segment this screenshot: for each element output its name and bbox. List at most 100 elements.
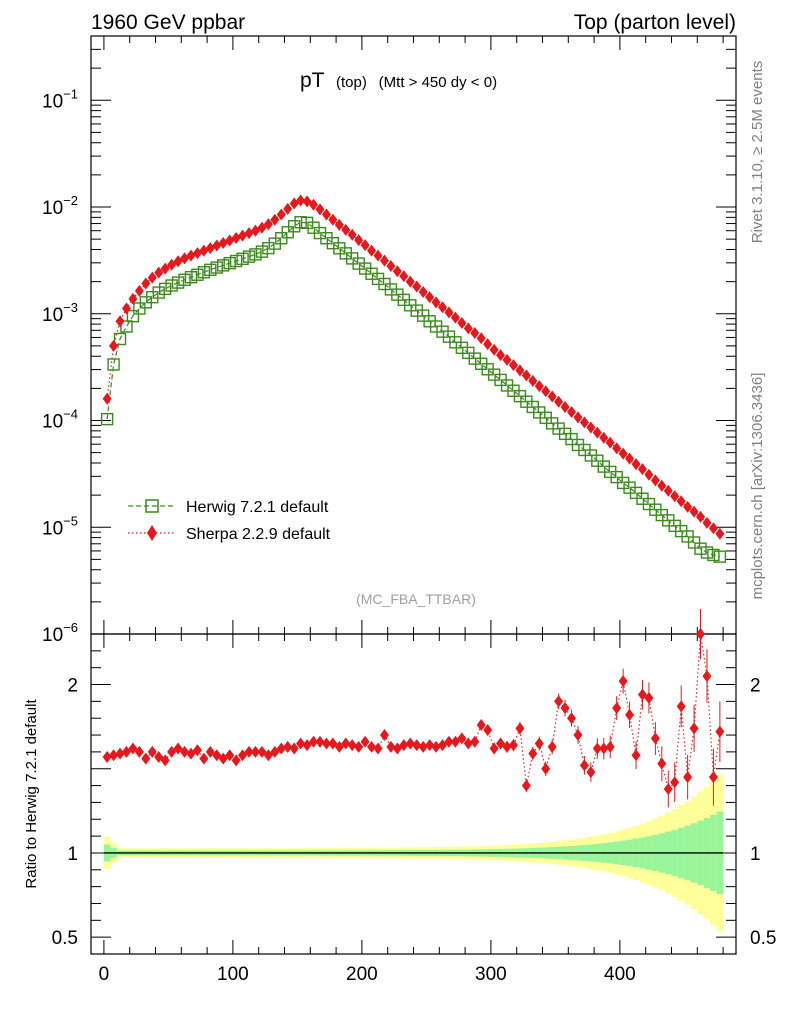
sherpa-point	[263, 218, 273, 231]
sherpa-ratio-point	[250, 745, 260, 758]
sherpa-point	[489, 343, 499, 356]
sherpa-point	[199, 244, 209, 257]
sherpa-ratio-point	[483, 724, 493, 736]
legend: Herwig 7.2.1 default Sherpa 2.2.9 defaul…	[128, 499, 331, 543]
sherpa-ratio-point	[160, 754, 170, 767]
sherpa-point	[360, 239, 370, 252]
sherpa-ratio-point	[528, 747, 538, 760]
y-tick-exponent: −2	[63, 193, 78, 208]
plot-title: pT (top) (Mtt > 450 dy < 0)	[300, 69, 497, 92]
x-tick-label: 200	[346, 964, 378, 985]
sherpa-point	[676, 495, 686, 508]
sherpa-ratio-point	[425, 739, 435, 752]
x-tick-label: 400	[604, 964, 636, 985]
sherpa-ratio-point	[121, 745, 131, 758]
sherpa-ratio-point	[180, 745, 190, 758]
sherpa-point	[508, 359, 518, 372]
legend-label-sherpa: Sherpa 2.2.9 default	[186, 526, 331, 543]
sherpa-ratio-point	[489, 742, 499, 755]
sherpa-ratio-point	[225, 749, 235, 762]
ratio-y-tick-label: 2	[67, 676, 78, 697]
sherpa-point	[696, 510, 706, 523]
ratio-y-tick-label-right: 2	[750, 676, 761, 697]
sherpa-ratio-point	[547, 740, 557, 753]
sherpa-point	[715, 527, 725, 540]
sherpa-ratio-point	[605, 740, 615, 753]
sherpa-point	[167, 258, 177, 271]
y-tick-label: 10−5	[42, 513, 78, 539]
sherpa-point	[296, 194, 306, 207]
sherpa-point	[560, 400, 570, 413]
sherpa-point	[334, 218, 344, 231]
sherpa-point	[708, 522, 718, 535]
sherpa-ratio-point	[683, 771, 693, 784]
sherpa-ratio-point	[418, 740, 428, 753]
sherpa-point	[541, 385, 551, 398]
herwig-point	[236, 252, 249, 266]
sherpa-point	[612, 442, 622, 455]
sherpa-point	[186, 249, 196, 262]
herwig-point	[171, 276, 185, 289]
legend-entry-herwig: Herwig 7.2.1 default	[128, 499, 329, 516]
herwig-point	[158, 282, 172, 296]
sherpa-point	[276, 208, 286, 221]
mcplots-label: mcplots.cern.ch [arXiv:1306.3436]	[749, 373, 766, 600]
header-right: Top (parton level)	[574, 11, 736, 34]
herwig-point	[694, 542, 707, 555]
sherpa-point	[631, 458, 641, 471]
sherpa-ratio-point	[618, 675, 628, 688]
herwig-point	[700, 546, 714, 559]
herwig-point	[197, 266, 211, 279]
series-layer	[100, 194, 727, 808]
sherpa-ratio-point	[360, 735, 370, 748]
sherpa-point	[141, 277, 151, 290]
sherpa-point	[425, 291, 435, 304]
sherpa-ratio-point	[276, 742, 286, 755]
herwig-point	[262, 241, 275, 255]
header-left: 1960 GeV ppbar	[91, 11, 245, 34]
sherpa-point	[154, 266, 164, 279]
sherpa-point	[379, 254, 389, 267]
sherpa-point	[283, 202, 293, 215]
sherpa-point	[309, 198, 319, 211]
ratio-panel-frame	[90, 633, 737, 955]
sherpa-point	[192, 247, 202, 260]
sherpa-point	[386, 260, 396, 273]
herwig-point	[713, 550, 727, 563]
axes-layer: 0 100 200 300 400 10−6 10−5 10−4 10−3 10−2 10−1 0.5…	[42, 35, 776, 985]
sherpa-ratio-point	[289, 742, 299, 755]
sherpa-ratio-point	[444, 735, 454, 748]
sherpa-point	[521, 369, 531, 382]
sherpa-point	[644, 468, 654, 481]
sherpa-ratio-point	[592, 742, 602, 755]
sherpa-ratio-point	[579, 759, 589, 772]
sherpa-point	[302, 195, 312, 208]
sherpa-ratio-point	[670, 776, 680, 789]
sherpa-ratio-point	[586, 766, 596, 779]
sherpa-ratio-point	[631, 749, 641, 762]
sherpa-ratio-point	[515, 722, 525, 735]
sherpa-point	[625, 452, 635, 465]
sherpa-point	[392, 265, 402, 278]
sherpa-ratio-point	[379, 729, 389, 742]
analysis-watermark: (MC_FBA_TTBAR)	[356, 591, 476, 607]
sherpa-point	[579, 416, 589, 429]
ratio-y-tick-label: 1	[67, 844, 78, 865]
sherpa-ratio-point	[650, 732, 660, 745]
sherpa-point	[528, 374, 538, 387]
sherpa-ratio-point	[663, 782, 673, 795]
sherpa-ratio-point	[657, 757, 667, 770]
sherpa-ratio-point	[354, 740, 364, 753]
sherpa-ratio-point	[412, 739, 422, 752]
title-sub2: (Mtt > 450 dy < 0)	[379, 74, 497, 91]
sherpa-point	[128, 292, 138, 305]
sherpa-ratio-point	[502, 740, 512, 753]
y-tick-label: 10−1	[42, 86, 78, 112]
sherpa-ratio-point	[134, 745, 144, 758]
sherpa-ratio-point	[696, 628, 706, 640]
sherpa-point	[270, 213, 280, 226]
sherpa-ratio-point	[560, 702, 570, 715]
sherpa-point	[476, 332, 486, 345]
herwig-point	[255, 245, 269, 258]
